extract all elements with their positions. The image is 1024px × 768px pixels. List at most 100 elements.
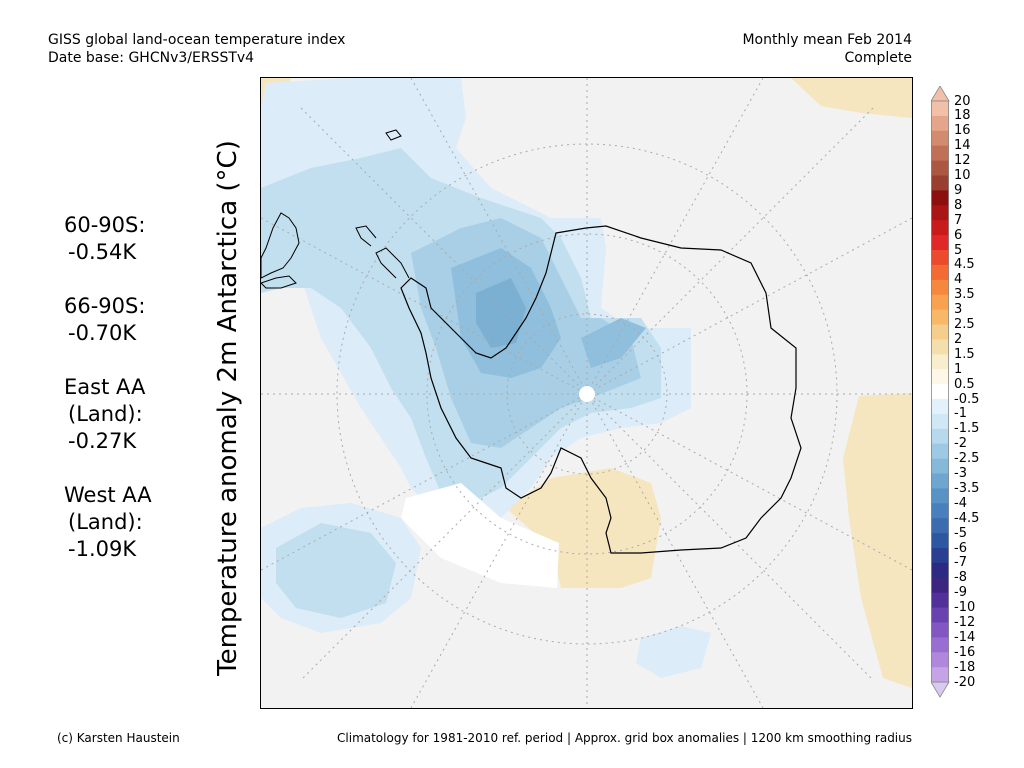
colorbar-label: 3 (954, 302, 963, 318)
colorbar-label: -16 (954, 644, 976, 660)
missing-data-region (401, 483, 559, 588)
colorbar-label: 2 (954, 331, 963, 347)
colorbar-label: 4 (954, 272, 963, 288)
stat-value: -0.27K (68, 429, 137, 453)
colorbar-swatch (931, 145, 949, 162)
colorbar-label: -1.5 (954, 421, 980, 437)
colorbar-label: 20 (954, 93, 971, 109)
stat-west-aa: West AA (Land): -1.09K (64, 482, 152, 563)
colorbar-swatch (931, 399, 949, 415)
colorbar-label: -6 (954, 540, 967, 556)
colorbar-swatches (931, 86, 950, 698)
stat-sub: (Land): (68, 510, 143, 534)
colorbar-label: 0.5 (954, 376, 975, 392)
colorbar-label: -1 (954, 406, 967, 422)
colorbar-swatch (931, 101, 949, 117)
colorbar-swatch (931, 190, 949, 206)
colorbar-label: -5 (954, 525, 967, 541)
stat-name: 60-90S: (64, 213, 146, 237)
colorbar-swatch (931, 667, 949, 683)
stat-name: West AA (64, 483, 152, 507)
colorbar-label: 8 (954, 197, 963, 213)
map-title: GISS global land-ocean temperature index (48, 32, 346, 48)
colorbar-swatch (931, 354, 949, 370)
colorbar-swatch (931, 369, 949, 385)
warm-patch-south (506, 468, 661, 588)
colorbar-label: -4.5 (954, 510, 980, 526)
cold-zone-sw-core (276, 523, 396, 618)
colorbar-swatch (931, 503, 949, 519)
colorbar-swatch (931, 160, 949, 176)
colorbar-label: -20 (954, 674, 976, 690)
colorbar-swatch (931, 548, 949, 564)
stat-value: -1.09K (68, 537, 137, 561)
data-source: Date base: GHCNv3/ERSSTv4 (48, 50, 255, 66)
colorbar-swatch (931, 339, 949, 355)
colorbar-label: -3.5 (954, 480, 980, 496)
colorbar-label: -7 (954, 555, 967, 571)
colorbar-swatch (931, 115, 949, 132)
colorbar-swatch (931, 413, 949, 430)
colorbar-swatch (931, 324, 949, 340)
colorbar-bottom-arrow (931, 681, 950, 698)
colorbar-label: -14 (954, 629, 976, 645)
colorbar-label: -3 (954, 466, 967, 481)
colorbar-swatch (931, 220, 949, 236)
colorbar-swatch (931, 533, 949, 549)
stat-name: East AA (64, 375, 146, 399)
peninsula-coast (375, 247, 410, 279)
colorbar-swatch (931, 443, 949, 460)
colorbar-label: -12 (954, 615, 976, 630)
period-block: Monthly mean Feb 2014 Complete (742, 31, 912, 67)
colorbar-swatch (931, 384, 949, 400)
colorbar-swatch (931, 264, 949, 281)
warm-patch-ne (791, 78, 912, 118)
colorbar-label: 5 (954, 242, 963, 258)
colorbar-swatch (931, 235, 949, 251)
colorbar-label: 14 (954, 138, 971, 154)
warm-patch-east (843, 393, 912, 688)
colorbar-swatch (931, 458, 949, 474)
colorbar-label: 12 (954, 153, 971, 169)
title-block: GISS global land-ocean temperature index… (48, 31, 345, 67)
colorbar-label: 6 (954, 227, 963, 243)
colorbar-label: 10 (954, 168, 971, 183)
colorbar-label: 16 (954, 123, 971, 139)
methodology-note: Climatology for 1981-2010 ref. period | … (337, 731, 912, 745)
colorbar-swatch (931, 130, 949, 147)
colorbar-swatch (931, 577, 949, 594)
tierra-del-fuego-coast (261, 275, 297, 289)
anomaly-map (260, 77, 913, 709)
colorbar-label: -2 (954, 436, 967, 452)
colorbar-label: 1 (954, 361, 963, 377)
stat-value: -0.54K (68, 240, 137, 264)
colorbar-label: -8 (954, 570, 967, 586)
colorbar-swatch (931, 562, 949, 579)
stat-66-90s: 66-90S: -0.70K (64, 293, 152, 347)
antarctica-coastline (400, 225, 802, 554)
colorbar-label: 4.5 (954, 257, 975, 273)
colorbar-top-arrow (931, 86, 950, 102)
completeness-label: Complete (844, 50, 912, 66)
colorbar-swatch (931, 473, 949, 489)
colorbar-swatch (931, 309, 949, 325)
colorbar-swatch (931, 652, 949, 668)
axis-label: Temperature anomaly 2m Antarctica (°C) (213, 140, 243, 676)
colorbar-swatch (931, 592, 949, 609)
pole-marker (579, 386, 595, 402)
period-label: Monthly mean Feb 2014 (742, 32, 912, 48)
stat-value: -0.70K (68, 321, 137, 345)
colorbar-swatch (931, 607, 949, 623)
colorbar-label: -2.5 (954, 451, 980, 467)
colorbar-label: -18 (954, 659, 976, 675)
colorbar-label: 1.5 (954, 346, 975, 362)
colorbar-swatch (931, 250, 949, 266)
colorbar-label: 7 (954, 212, 963, 228)
peninsula-islands (355, 225, 377, 247)
cold-zone-ross (581, 318, 646, 368)
colorbar-swatch (931, 279, 949, 296)
colorbar-swatch (931, 428, 949, 445)
cold-zone-southeast (636, 626, 711, 678)
colorbar-swatch (931, 637, 949, 653)
colorbar-swatch (931, 175, 949, 191)
